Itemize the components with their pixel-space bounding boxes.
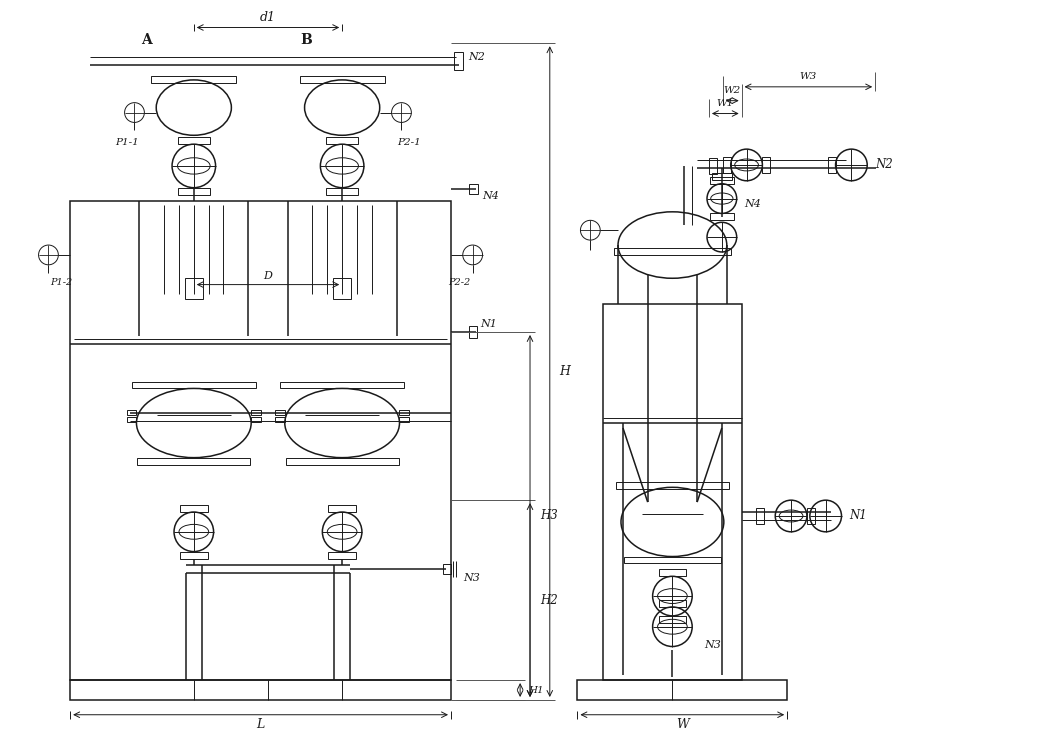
Bar bbox=[712, 173, 731, 180]
Text: H3: H3 bbox=[540, 509, 558, 523]
Text: N4: N4 bbox=[744, 198, 761, 209]
Bar bbox=[180, 505, 207, 512]
Text: H2: H2 bbox=[540, 594, 558, 606]
Bar bbox=[443, 564, 451, 574]
Text: N2: N2 bbox=[875, 159, 893, 171]
Text: W3: W3 bbox=[799, 73, 817, 82]
Bar bbox=[126, 410, 136, 415]
Text: N3: N3 bbox=[704, 639, 721, 650]
Text: B: B bbox=[301, 33, 313, 47]
Bar bbox=[709, 158, 716, 174]
Bar bbox=[614, 248, 730, 255]
Text: d1: d1 bbox=[260, 11, 276, 24]
Text: H1: H1 bbox=[528, 686, 543, 695]
Bar bbox=[400, 410, 409, 415]
Text: W1: W1 bbox=[716, 99, 733, 108]
Text: H: H bbox=[560, 365, 571, 378]
Bar bbox=[137, 458, 250, 465]
Bar bbox=[828, 157, 836, 173]
Text: D: D bbox=[264, 270, 272, 281]
Bar bbox=[178, 187, 209, 195]
Bar bbox=[275, 410, 285, 415]
Text: N2: N2 bbox=[469, 52, 486, 62]
Bar bbox=[659, 616, 687, 623]
Bar bbox=[126, 417, 136, 422]
Text: N4: N4 bbox=[483, 190, 500, 201]
Text: A: A bbox=[141, 33, 152, 47]
Bar bbox=[280, 381, 404, 388]
Bar bbox=[328, 505, 356, 512]
Text: N1: N1 bbox=[849, 509, 867, 523]
Bar bbox=[659, 570, 687, 576]
Bar bbox=[151, 76, 236, 83]
Bar bbox=[723, 157, 730, 173]
Bar bbox=[624, 556, 721, 564]
Bar bbox=[132, 381, 256, 388]
Bar bbox=[70, 680, 451, 700]
Bar bbox=[469, 326, 476, 338]
Bar bbox=[180, 551, 207, 559]
Text: P1-1: P1-1 bbox=[115, 137, 138, 147]
Text: W2: W2 bbox=[724, 86, 741, 96]
Bar bbox=[326, 187, 358, 195]
Bar bbox=[185, 278, 203, 299]
Bar bbox=[328, 551, 356, 559]
Bar bbox=[70, 201, 451, 680]
Bar bbox=[400, 417, 409, 422]
Bar bbox=[454, 52, 462, 70]
Bar bbox=[275, 417, 285, 422]
Bar bbox=[333, 278, 351, 299]
Bar bbox=[757, 508, 764, 524]
Bar bbox=[251, 417, 261, 422]
Text: P2-1: P2-1 bbox=[398, 137, 421, 147]
Bar bbox=[577, 680, 787, 700]
Text: P2-2: P2-2 bbox=[449, 278, 471, 287]
Bar bbox=[762, 157, 771, 173]
Text: N1: N1 bbox=[480, 319, 497, 329]
Bar bbox=[286, 458, 399, 465]
Bar bbox=[710, 177, 733, 184]
Bar bbox=[300, 76, 385, 83]
Text: W: W bbox=[676, 718, 689, 731]
Text: P1-2: P1-2 bbox=[50, 278, 72, 287]
Bar bbox=[251, 410, 261, 415]
Bar bbox=[603, 304, 742, 680]
Bar bbox=[710, 213, 733, 220]
Bar bbox=[178, 137, 209, 144]
Bar bbox=[807, 508, 815, 524]
Text: N3: N3 bbox=[462, 573, 479, 584]
Bar bbox=[469, 184, 477, 193]
Bar bbox=[326, 137, 358, 144]
Bar bbox=[659, 600, 687, 607]
Bar bbox=[617, 482, 729, 490]
Text: L: L bbox=[256, 718, 265, 731]
